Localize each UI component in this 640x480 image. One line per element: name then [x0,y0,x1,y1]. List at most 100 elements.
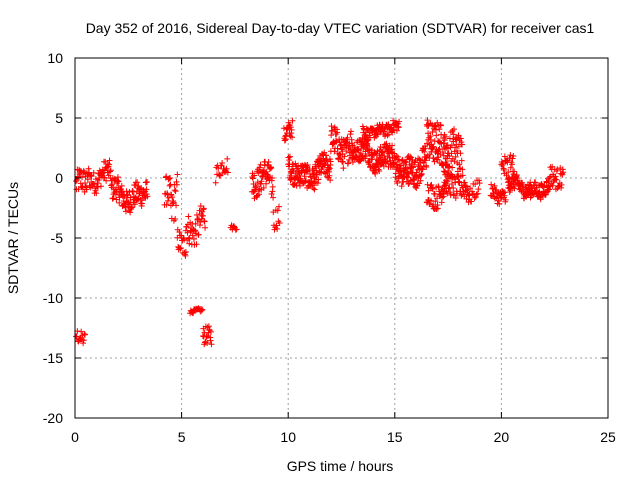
data-point [427,136,434,143]
data-point [123,188,130,195]
data-point [393,127,400,134]
data-point [458,157,465,164]
data-point [439,194,446,201]
data-point [269,174,276,181]
data-point [557,165,564,172]
data-point [416,156,423,163]
data-point [340,165,347,172]
data-point [327,177,334,184]
data-point [435,146,442,153]
data-point [452,144,459,151]
chart-title: Day 352 of 2016, Sidereal Day-to-day VTE… [86,20,595,36]
data-point [140,189,147,196]
data-point [323,152,330,159]
data-point [273,222,280,229]
data-point [73,178,80,185]
data-point [115,178,122,185]
data-point [118,182,125,189]
data-point [442,133,449,140]
data-point [223,165,230,172]
data-point [257,161,264,168]
data-point [276,203,283,210]
data-point [199,306,206,313]
data-point [315,176,322,183]
data-point [311,175,318,182]
data-point [398,157,405,164]
data-point [390,126,397,133]
x-tick-label: 0 [71,429,79,445]
data-point [379,149,386,156]
data-point [424,117,431,124]
data-point [457,135,464,142]
data-point [327,158,334,165]
data-point [445,167,452,174]
data-point [263,180,270,187]
data-point [104,169,111,176]
data-point [196,207,203,214]
data-point [186,240,193,247]
data-point [450,131,457,138]
data-point [274,207,281,214]
data-point [374,131,381,138]
data-point [172,215,179,222]
x-axis-label: GPS time / hours [287,458,394,474]
data-point [114,174,121,181]
data-point [93,190,100,197]
data-point [405,181,412,188]
data-point [131,201,138,208]
y-tick-label: 5 [55,110,63,126]
data-point [190,235,197,242]
data-point [260,184,267,191]
data-point [171,187,178,194]
data-point [167,175,174,182]
data-point [138,200,145,207]
data-point [446,163,453,170]
data-point [476,180,483,187]
data-point [455,132,462,139]
x-tick-label: 10 [280,429,296,445]
data-point [339,159,346,166]
data-point [434,156,441,163]
data-point [185,213,192,220]
data-point [434,205,441,212]
data-point [337,154,344,161]
data-point [347,131,354,138]
data-point [429,185,436,192]
data-point [502,196,509,203]
data-point [172,188,179,195]
data-point [385,121,392,128]
data-point [474,190,481,197]
data-point [444,190,451,197]
data-point [419,166,426,173]
data-point [88,173,95,180]
data-point [208,328,215,335]
data-point [476,177,483,184]
data-point [345,160,352,167]
data-point [198,307,205,314]
data-point [251,172,258,179]
data-point [441,137,448,144]
data-point [258,178,265,185]
data-point [347,128,354,135]
data-point [81,330,88,337]
data-point [202,224,209,231]
data-point [170,199,177,206]
data-point [332,137,339,144]
data-point [274,225,281,232]
data-point [456,161,463,168]
data-point [472,193,479,200]
data-point [219,160,226,167]
data-point [197,219,204,226]
data-point [493,186,500,193]
data-point [522,185,529,192]
data-point [491,193,498,200]
axis-ticks: 0 5 10 15 20 25 -20 -15 -10 -5 0 5 10 [43,50,616,445]
data-point [199,212,206,219]
data-point [204,340,211,347]
data-point [390,160,397,167]
data-point [439,149,446,156]
data-point [268,190,275,197]
data-point [257,181,264,188]
data-point [169,194,176,201]
data-point [212,179,219,186]
